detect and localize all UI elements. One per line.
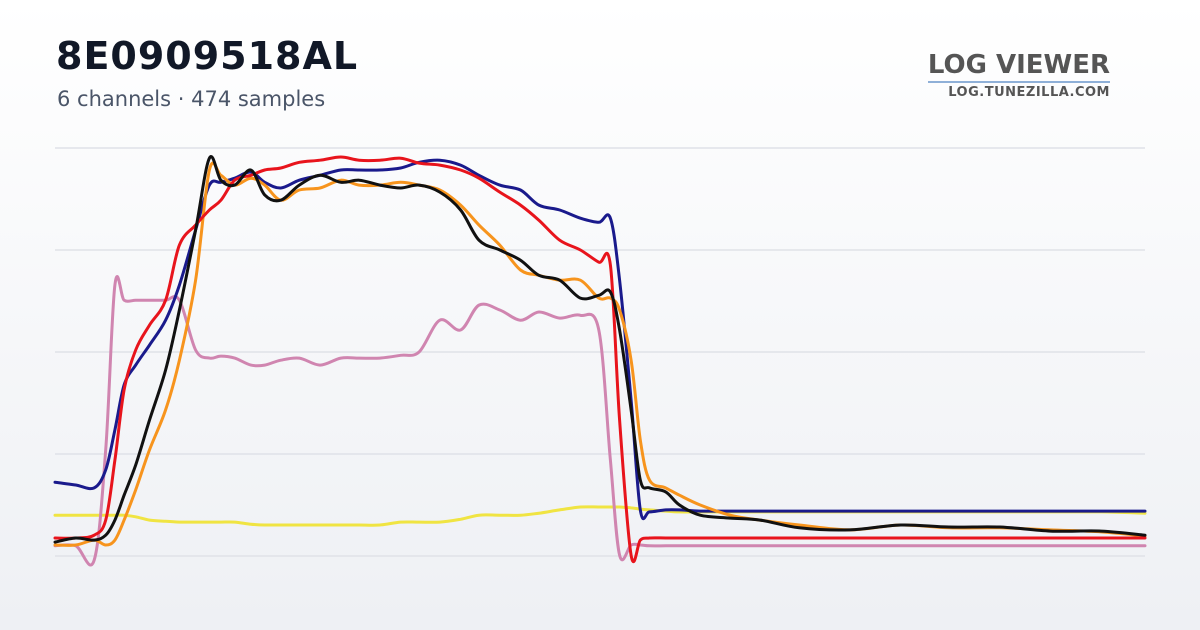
subtitle: 6 channels · 474 samples <box>57 87 326 111</box>
brand-rule <box>927 81 1110 83</box>
series-line <box>53 275 1147 567</box>
series-line <box>53 505 1147 527</box>
series-line <box>53 158 1147 521</box>
brand-name: LOG VIEWER <box>927 50 1110 80</box>
series-line <box>53 155 1147 564</box>
series-line <box>53 155 1147 544</box>
brand: LOG VIEWER LOG.TUNEZILLA.COM <box>927 50 1110 100</box>
brand-site: LOG.TUNEZILLA.COM <box>948 85 1110 100</box>
title: 8E0909518AL <box>56 34 359 78</box>
